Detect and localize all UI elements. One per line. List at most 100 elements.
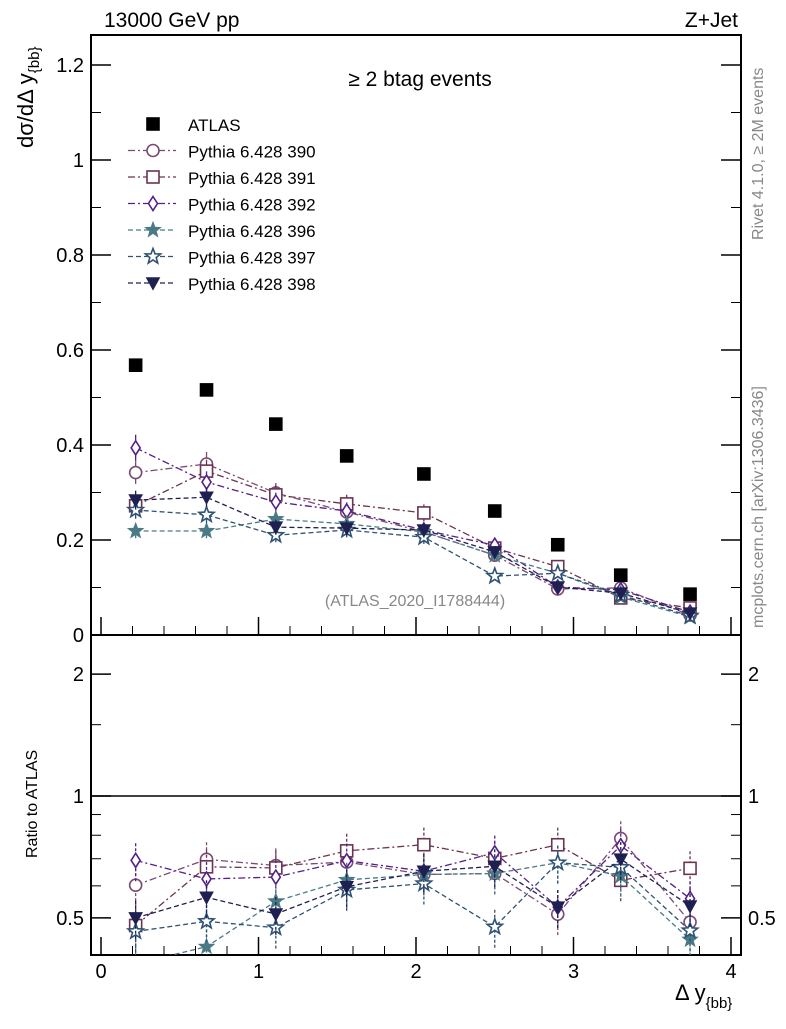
- series-392-ratio-point: [201, 870, 212, 888]
- mcplots-label: mcplots.cern.ch [arXiv:1306.3436]: [750, 386, 767, 628]
- header-right: Z+Jet: [685, 9, 738, 32]
- series-396-ratio-point: [135, 954, 136, 955]
- header-left: 13000 GeV pp: [104, 9, 239, 32]
- legend-item: Pythia 6.428 396: [128, 220, 316, 241]
- atlas-point: [487, 504, 502, 518]
- x-tick-label: 1: [253, 961, 264, 983]
- y-axis-label-main: dσ/dΔ y: [13, 73, 38, 148]
- series-398-point: [682, 607, 698, 621]
- svg-text:dσ/dΔ y{bb}: dσ/dΔ y{bb}: [13, 47, 43, 148]
- legend-item: Pythia 6.428 390: [128, 143, 316, 162]
- x-axis-label-main: Δ y: [675, 980, 706, 1005]
- x-axis-label-sub: {bb}: [706, 995, 733, 1012]
- x-axis-label: Δ y{bb}: [675, 980, 732, 1012]
- y-tick-label: 0.4: [56, 435, 84, 457]
- series-398-point: [339, 522, 355, 536]
- series-398-ratio-point: [339, 880, 355, 895]
- legend-label: Pythia 6.428 390: [188, 143, 316, 162]
- series-398-point: [550, 581, 566, 595]
- ratio-y-tick-label-right: 0.5: [748, 908, 776, 930]
- series-398-line: [135, 496, 691, 614]
- series-397-ratio-point: [196, 911, 217, 930]
- legend-marker: [145, 277, 161, 291]
- axes: 0 1 2 3 4 0 0.2 0.4 0.6 0.8 1 1.2 0.5 0.5 1 1 2 2: [56, 55, 776, 983]
- series-397-ratio-point: [484, 916, 505, 936]
- y-tick-label: 0.8: [56, 245, 84, 267]
- ratio-y-axis-label: Ratio to ATLAS: [24, 750, 41, 858]
- series-398-ratio-line: [135, 858, 691, 919]
- series-397-point: [196, 504, 217, 524]
- analysis-label: (ATLAS_2020_I1788444): [325, 593, 505, 610]
- series-397-ratio: [125, 844, 700, 953]
- series-398-point: [268, 521, 284, 535]
- series-398-ratio-point: [128, 912, 143, 926]
- series-398-point: [199, 491, 214, 505]
- series-392-point: [130, 439, 142, 457]
- series-391-ratio-point: [417, 837, 431, 852]
- series-397-ratio-point: [680, 920, 700, 939]
- ratio-y-tick-label-left: 0.5: [56, 908, 84, 930]
- x-tick-label: 2: [410, 961, 421, 983]
- series-391-line: [135, 470, 691, 609]
- y-tick-label: 0.6: [56, 340, 84, 362]
- series-391-point: [417, 506, 431, 520]
- x-tick-label: 3: [568, 961, 579, 983]
- legend-label: Pythia 6.428 398: [188, 275, 316, 294]
- y-axis-label: dσ/dΔ y{bb}: [13, 47, 43, 148]
- series-390-ratio-line: [135, 837, 691, 923]
- series-391-ratio-point: [683, 861, 697, 876]
- y-tick-label: 0.2: [56, 530, 84, 552]
- series-396-ratio-point: [197, 937, 216, 955]
- chart-title: ≥ 2 btag events: [348, 68, 491, 91]
- y-tick-label: 1.2: [56, 55, 84, 77]
- series-398-point: [416, 524, 432, 538]
- atlas-point: [683, 587, 697, 601]
- series-397-point: [484, 565, 505, 585]
- series-398-ratio-point: [199, 891, 214, 906]
- series-398-main: [128, 487, 698, 621]
- atlas-point: [339, 449, 354, 463]
- legend-marker: [146, 143, 160, 158]
- x-tick-label: 4: [725, 961, 736, 983]
- ratio-y-tick-label-right: 2: [748, 664, 759, 686]
- legend-item: Pythia 6.428 392: [128, 195, 316, 215]
- legend-marker: [146, 170, 160, 184]
- legend-label: Pythia 6.428 391: [188, 169, 316, 188]
- series-396-point: [197, 521, 216, 539]
- legend-marker: [144, 220, 162, 238]
- atlas-point: [128, 358, 143, 373]
- ratio-panel-frame: [90, 634, 742, 956]
- series-398-point: [487, 546, 503, 560]
- legend-label: Pythia 6.428 392: [188, 196, 316, 215]
- legend-item: Pythia 6.428 398: [128, 275, 316, 294]
- legend-marker: [147, 195, 159, 212]
- legend-item: Pythia 6.428 397: [128, 246, 316, 268]
- series-392-ratio-point: [270, 868, 282, 886]
- x-tick-label: 0: [95, 961, 106, 983]
- series-391-ratio-line: [135, 844, 691, 927]
- series-396-point: [126, 521, 145, 539]
- ratio-y-tick-label-left: 2: [73, 664, 84, 686]
- series-398-ratio-point: [487, 860, 503, 874]
- atlas-point: [417, 467, 431, 481]
- series-396-ratio-point: [267, 892, 285, 909]
- legend-marker: [146, 117, 160, 131]
- series-392-ratio-point: [130, 851, 142, 869]
- atlas-point: [269, 417, 283, 431]
- reference-atlas: [128, 358, 697, 601]
- series-391-main: [128, 459, 697, 615]
- svg-text:Δ y{bb}: Δ y{bb}: [675, 980, 732, 1012]
- series-398-ratio: [128, 840, 698, 939]
- series-398-ratio-point: [550, 901, 566, 915]
- series-391-ratio-point: [550, 837, 565, 852]
- main-marks: [125, 358, 700, 625]
- atlas-point: [199, 383, 214, 397]
- series-391-ratio: [128, 826, 697, 947]
- legend-item: ATLAS: [146, 116, 241, 135]
- series-392-ratio: [130, 826, 696, 929]
- series-397-ratio-point: [125, 921, 146, 940]
- series-392-ratio-line: [135, 844, 691, 909]
- series-390-line: [135, 463, 691, 616]
- series-398-ratio-point: [268, 908, 284, 922]
